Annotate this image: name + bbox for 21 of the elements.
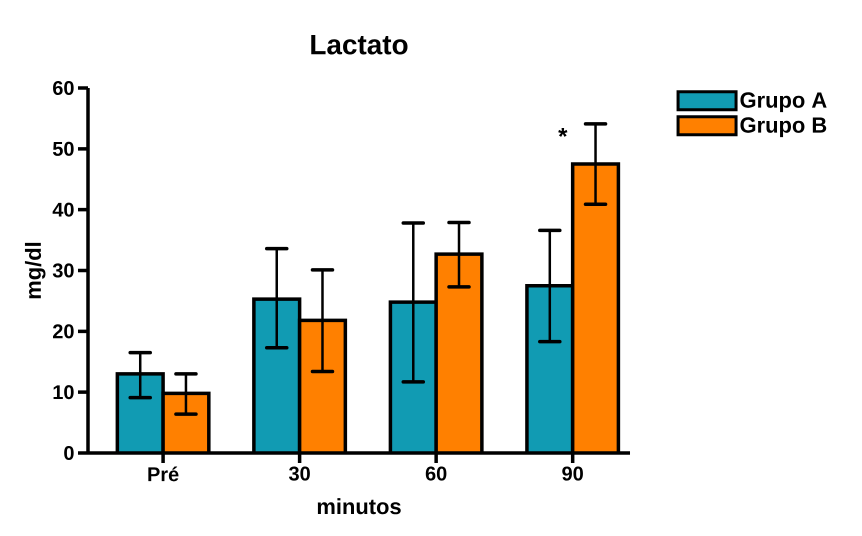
y-tick-label: 0 [64,446,74,460]
legend-label: Grupo A [740,92,827,112]
y-tick-label: 10 [54,385,74,400]
chart-title: Lactato [311,35,408,54]
x-axis-title: minutos [318,498,401,514]
bar [254,299,300,453]
y-tick-label: 40 [52,202,74,217]
y-tick-label: 20 [53,324,74,338]
x-tick-label: Pré [148,466,178,482]
x-tick-label: 30 [288,466,310,481]
bar [390,302,436,453]
y-axis-title: mg/dl [24,242,46,298]
x-tick-label: 60 [426,466,446,481]
annotation: * [558,128,568,137]
y-tick-label: 50 [52,142,74,156]
bar [300,320,346,453]
legend-label: Grupo B [740,117,826,138]
x-tick-label: 90 [562,466,583,481]
y-tick-label: 60 [53,80,74,96]
bar [436,254,482,453]
y-tick-label: 30 [52,263,74,278]
